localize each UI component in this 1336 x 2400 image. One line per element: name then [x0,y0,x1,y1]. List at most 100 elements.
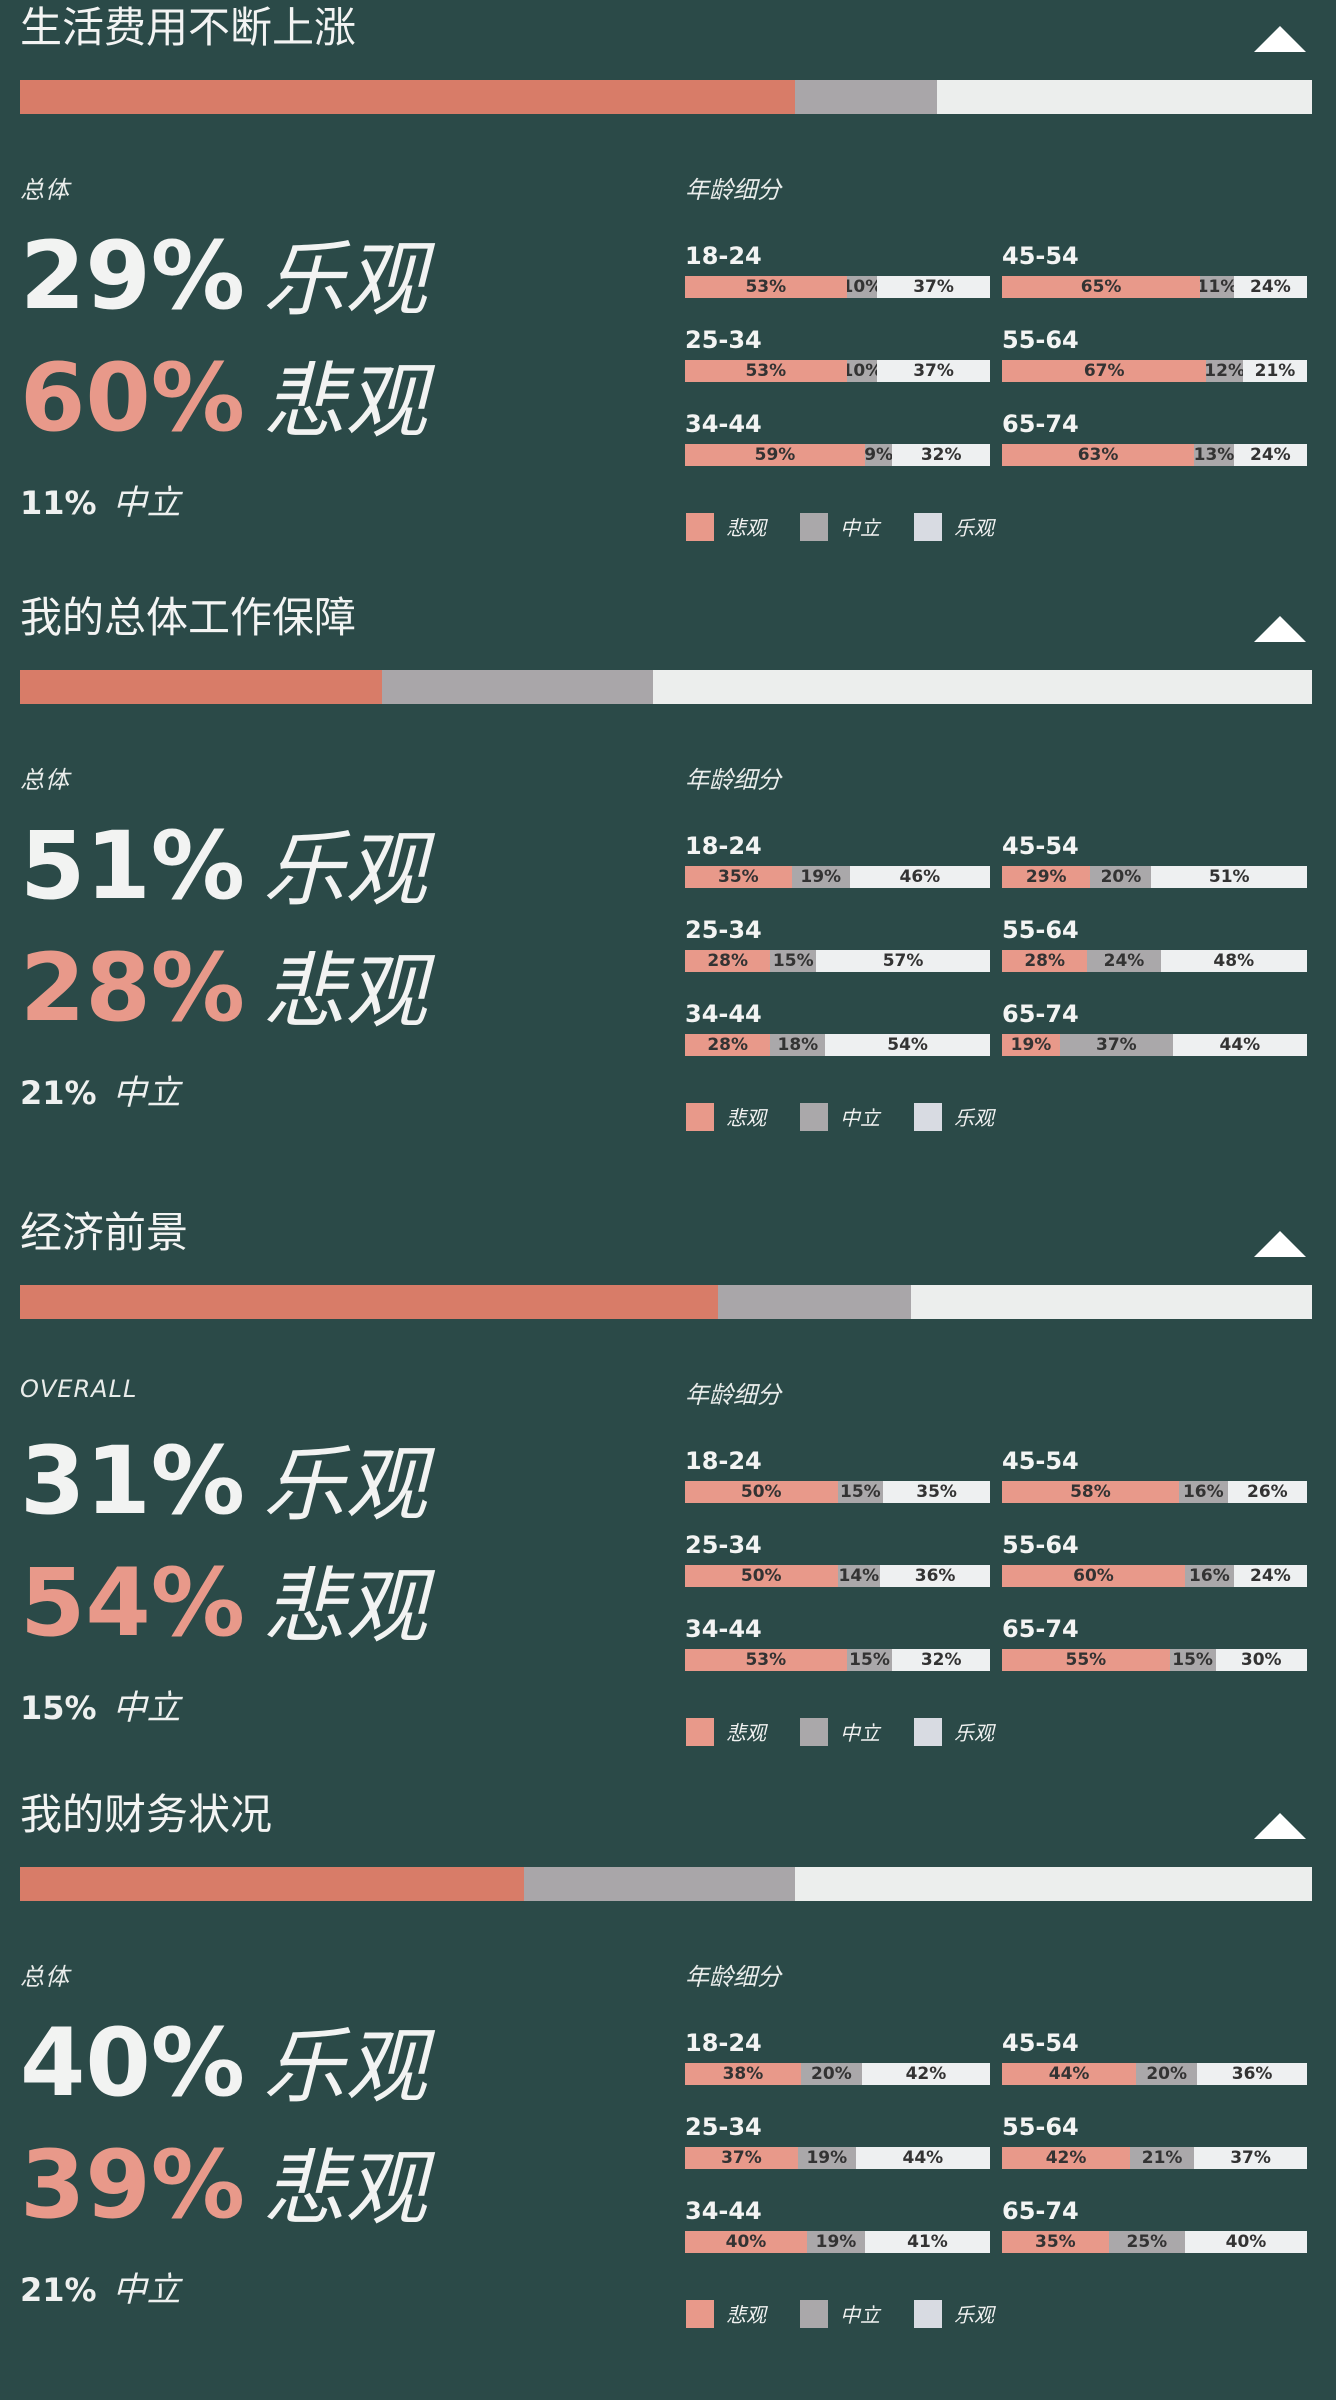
overall-label: 总体 [20,1963,70,1991]
age-bar-segment-optimistic: 41% [864,2231,990,2253]
age-stacked-bar: 28% 24% 48% [1002,950,1307,972]
age-bar-segment-optimistic: 30% [1215,1649,1307,1671]
triangle-up-icon [1254,26,1306,52]
overall-optimistic: 40% 乐观 [20,2017,427,2111]
overall-pessimistic-percent: 54% [20,1549,245,1658]
age-group-label: 65-74 [1002,1615,1079,1643]
age-bar-segment-neutral: 25% [1108,2231,1185,2253]
age-bar-segment-pessimistic: 53% [685,1649,847,1671]
age-bar-segment-optimistic: 32% [892,444,990,466]
age-bar-segment-optimistic: 51% [1151,866,1307,888]
age-breakdown-title: 年龄细分 [685,766,781,794]
legend-item-optimistic: 乐观 [914,1717,994,1746]
triangle-up-icon [1254,1813,1306,1839]
overall-pessimistic-word: 悲观 [263,945,427,1040]
overall-optimistic-word: 乐观 [263,233,427,328]
overall-neutral-word: 中立 [112,483,181,523]
age-bar-segment-pessimistic: 58% [1002,1481,1179,1503]
age-group: 45-54 29% 20% 51% [1002,830,1307,888]
age-bar-segment-pessimistic: 28% [1002,950,1088,972]
age-bar-segment-optimistic: 32% [892,1649,990,1671]
age-group-label: 18-24 [685,242,762,270]
age-bar-segment-pessimistic: 63% [1002,444,1195,466]
legend-item-pessimistic: 悲观 [686,2299,766,2328]
legend: 悲观 中立 乐观 [686,512,1028,541]
age-group: 18-24 35% 19% 46% [685,830,990,888]
overall-neutral-word: 中立 [112,2270,181,2310]
legend-item-pessimistic: 悲观 [686,1102,766,1131]
age-stacked-bar: 29% 20% 51% [1002,866,1307,888]
overall-neutral: 15% 中立 [20,1680,181,1729]
legend-label-optimistic: 乐观 [954,516,994,540]
age-bar-segment-neutral: 20% [1136,2063,1198,2085]
section-title: 我的总体工作保障 [20,593,357,642]
legend-swatch-pessimistic [686,1717,714,1746]
age-group: 65-74 55% 15% 30% [1002,1613,1307,1671]
age-group: 65-74 19% 37% 44% [1002,998,1307,1056]
age-bar-segment-neutral: 18% [770,1034,826,1056]
age-bar-segment-neutral: 16% [1178,1481,1228,1503]
age-group-label: 18-24 [685,2029,762,2057]
legend-label-pessimistic: 悲观 [726,1721,766,1745]
age-group-label: 34-44 [685,1000,762,1028]
age-group: 45-54 65%11%24% [1002,240,1307,298]
collapse-button[interactable] [1254,26,1306,52]
overall-stacked-bar [20,1867,1312,1901]
overall-bar-segment-pessimistic [20,80,796,114]
age-bar-segment-optimistic: 36% [880,1565,990,1587]
age-group: 55-64 28% 24% 48% [1002,914,1307,972]
age-bar-segment-neutral: 15% [1169,1649,1216,1671]
age-stacked-bar: 28% 18% 54% [685,1034,990,1056]
age-stacked-bar: 35% 25% 40% [1002,2231,1307,2253]
age-group-label: 55-64 [1002,326,1079,354]
overall-bar-segment-neutral [795,80,938,114]
legend-swatch-pessimistic [686,2299,714,2328]
triangle-up-icon [1254,1231,1306,1257]
age-stacked-bar: 60% 16% 24% [1002,1565,1307,1587]
collapse-button[interactable] [1254,1231,1306,1257]
legend-label-neutral: 中立 [840,2303,880,2327]
overall-neutral-word: 中立 [112,1688,181,1728]
overall-stacked-bar [20,1285,1312,1319]
age-stacked-bar: 28% 15% 57% [685,950,990,972]
overall-pessimistic: 60% 悲观 [20,352,427,446]
age-bar-segment-pessimistic: 28% [685,950,771,972]
legend-swatch-neutral [800,512,828,541]
age-bar-segment-optimistic: 40% [1185,2231,1307,2253]
age-group-label: 45-54 [1002,2029,1079,2057]
section-title: 生活费用不断上涨 [20,3,357,52]
legend-item-optimistic: 乐观 [914,2299,994,2328]
overall-pessimistic: 28% 悲观 [20,942,427,1036]
overall-bar-segment-pessimistic [20,670,382,704]
overall-bar-segment-optimistic [937,80,1312,114]
collapse-button[interactable] [1254,1813,1306,1839]
age-bar-segment-neutral: 37% [1059,1034,1173,1056]
age-bar-segment-pessimistic: 42% [1002,2147,1131,2169]
age-group: 45-54 58% 16% 26% [1002,1445,1307,1503]
age-group-label: 55-64 [1002,916,1079,944]
legend-label-optimistic: 乐观 [954,1721,994,1745]
legend-swatch-neutral [800,1102,828,1131]
overall-pessimistic: 54% 悲观 [20,1557,427,1651]
legend-label-neutral: 中立 [840,516,880,540]
age-bar-segment-neutral: 19% [807,2231,865,2253]
age-group: 65-74 63% 13% 24% [1002,408,1307,466]
age-bar-segment-neutral: 14% [837,1565,881,1587]
section-title: 经济前景 [20,1208,189,1257]
collapse-button[interactable] [1254,616,1306,642]
overall-bar-segment-neutral [717,1285,912,1319]
age-group: 25-34 50% 14% 36% [685,1529,990,1587]
age-group: 34-44 40% 19% 41% [685,2195,990,2253]
legend-label-optimistic: 乐观 [954,2303,994,2327]
legend-swatch-optimistic [914,1717,942,1746]
overall-label: 总体 [20,766,70,794]
overall-pessimistic-percent: 39% [20,2131,245,2240]
age-group: 34-44 28% 18% 54% [685,998,990,1056]
age-bar-segment-pessimistic: 65% [1002,276,1201,298]
overall-label: OVERALL [20,1375,138,1403]
age-bar-segment-optimistic: 24% [1233,1565,1307,1587]
age-bar-segment-pessimistic: 40% [685,2231,807,2253]
age-bar-segment-optimistic: 48% [1160,950,1307,972]
overall-optimistic: 31% 乐观 [20,1435,427,1529]
age-group-label: 65-74 [1002,1000,1079,1028]
